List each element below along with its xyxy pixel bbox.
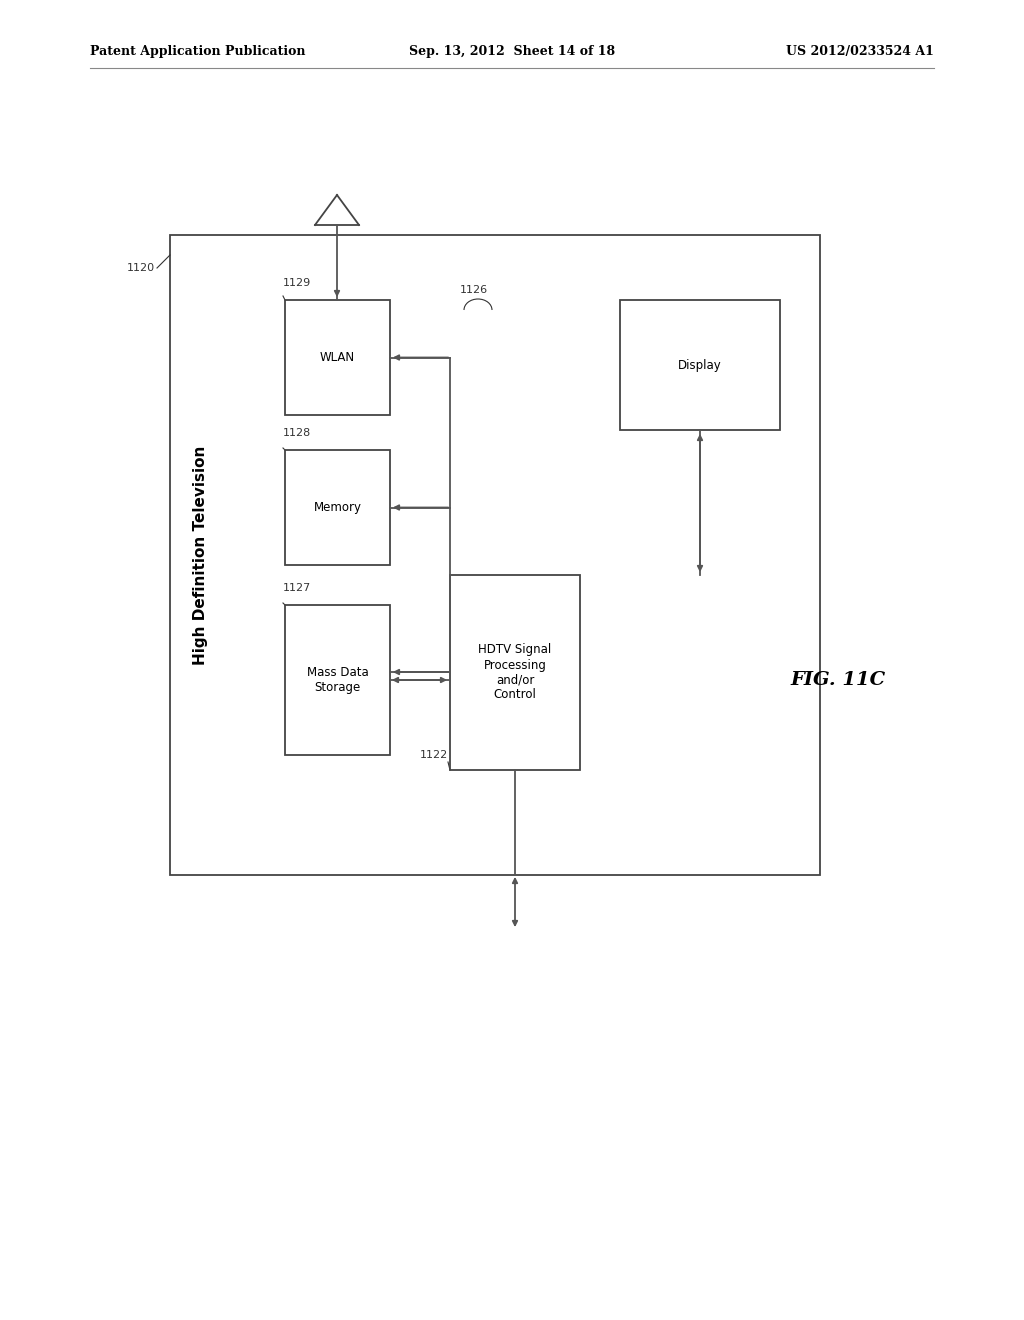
- Bar: [285, 450, 390, 565]
- Text: Display: Display: [678, 359, 722, 371]
- Text: 1129: 1129: [283, 279, 311, 288]
- Text: 1120: 1120: [127, 263, 155, 273]
- Text: 1126: 1126: [460, 285, 488, 294]
- Text: HDTV Signal
Processing
and/or
Control: HDTV Signal Processing and/or Control: [478, 644, 552, 701]
- Text: FIG. 11C: FIG. 11C: [790, 671, 885, 689]
- Text: US 2012/0233524 A1: US 2012/0233524 A1: [786, 45, 934, 58]
- Text: Mass Data
Storage: Mass Data Storage: [306, 667, 369, 694]
- Text: 1128: 1128: [283, 428, 311, 438]
- Text: Memory: Memory: [313, 502, 361, 513]
- Bar: [450, 576, 580, 770]
- Text: 1122: 1122: [420, 750, 449, 760]
- Bar: [285, 605, 390, 755]
- Text: 1127: 1127: [283, 583, 311, 593]
- Text: Sep. 13, 2012  Sheet 14 of 18: Sep. 13, 2012 Sheet 14 of 18: [409, 45, 615, 58]
- Text: Patent Application Publication: Patent Application Publication: [90, 45, 305, 58]
- Bar: [620, 300, 780, 430]
- Text: High Definition Television: High Definition Television: [193, 445, 208, 665]
- Bar: [170, 235, 820, 875]
- Text: WLAN: WLAN: [319, 351, 355, 364]
- Bar: [285, 300, 390, 414]
